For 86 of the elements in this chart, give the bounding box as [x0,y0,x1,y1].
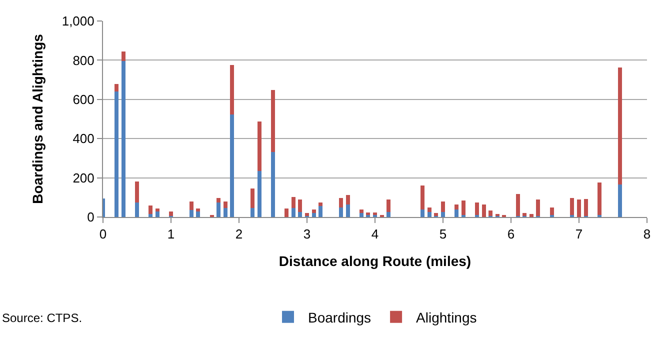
bar [230,64,234,114]
x-tick-label: 8 [643,226,651,242]
bar [427,212,432,217]
bar [257,121,262,172]
bar [618,67,622,184]
bar [196,208,200,212]
x-axis-title: Distance along Route (miles) [278,252,472,269]
bar [155,208,160,212]
bar [291,196,296,208]
x-tick-label: 1 [167,226,175,242]
bar [454,209,459,217]
bar [440,202,446,212]
bar [216,202,221,217]
bar [148,205,153,214]
bar [121,51,126,61]
bar [216,198,221,203]
bar [298,212,302,217]
bar [121,60,126,217]
bar [516,194,520,216]
bar [168,211,174,216]
bar [474,202,480,216]
bar [584,198,588,216]
bar [189,210,194,217]
bar [230,114,234,217]
bar [189,202,194,210]
bar [270,90,276,152]
bar [536,199,540,216]
bar [312,209,316,214]
bar [291,208,296,217]
y-tick-label: 200 [72,170,94,186]
legend-label: Boardings [308,309,372,326]
bar [440,212,446,217]
bar [223,208,228,217]
x-tick-label: 5 [439,226,447,242]
y-tick-label: 0 [87,210,94,225]
bar [420,209,425,217]
bar [529,214,534,217]
bar [482,204,486,217]
bar [386,212,391,217]
bar [346,204,350,217]
bar [570,198,574,216]
bar [488,210,493,216]
bar [155,211,160,217]
bar [427,207,432,212]
y-tick-label: 400 [72,131,94,146]
bar [454,204,459,210]
bar [250,188,255,208]
bar [618,184,622,217]
x-tick-label: 7 [575,226,583,242]
y-axis-title: Boardings and Alightings [29,34,46,204]
y-tick-label: 1,000 [62,14,94,29]
bar [318,202,323,206]
bar [386,199,391,212]
bar [270,152,276,217]
bar [312,213,316,217]
bar [346,195,350,204]
bar [148,214,153,217]
bar [114,92,119,217]
bar [420,185,425,210]
bar [338,207,344,217]
bar [338,198,344,208]
bar [223,202,228,208]
x-tick-label: 3 [303,226,311,242]
bar [114,84,119,92]
bar [196,211,200,217]
y-tick-label: 600 [72,92,94,107]
bar [318,206,323,217]
source-note: Source: CTPS. [2,311,82,325]
bar [257,171,262,217]
bar [284,208,289,217]
bar [298,199,302,212]
x-tick-label: 2 [235,226,243,242]
bar [134,202,140,217]
legend-label: Alightings [416,309,477,326]
bar [134,182,140,203]
x-tick-label: 0 [99,226,107,242]
y-tick-label: 800 [72,52,94,68]
x-tick-label: 4 [371,226,379,242]
bar [359,209,364,214]
bar [359,213,364,217]
bar [250,208,255,217]
bar [461,200,466,216]
x-tick-label: 6 [507,226,515,242]
bar [550,207,554,216]
bar [576,199,582,217]
bar [597,182,602,216]
